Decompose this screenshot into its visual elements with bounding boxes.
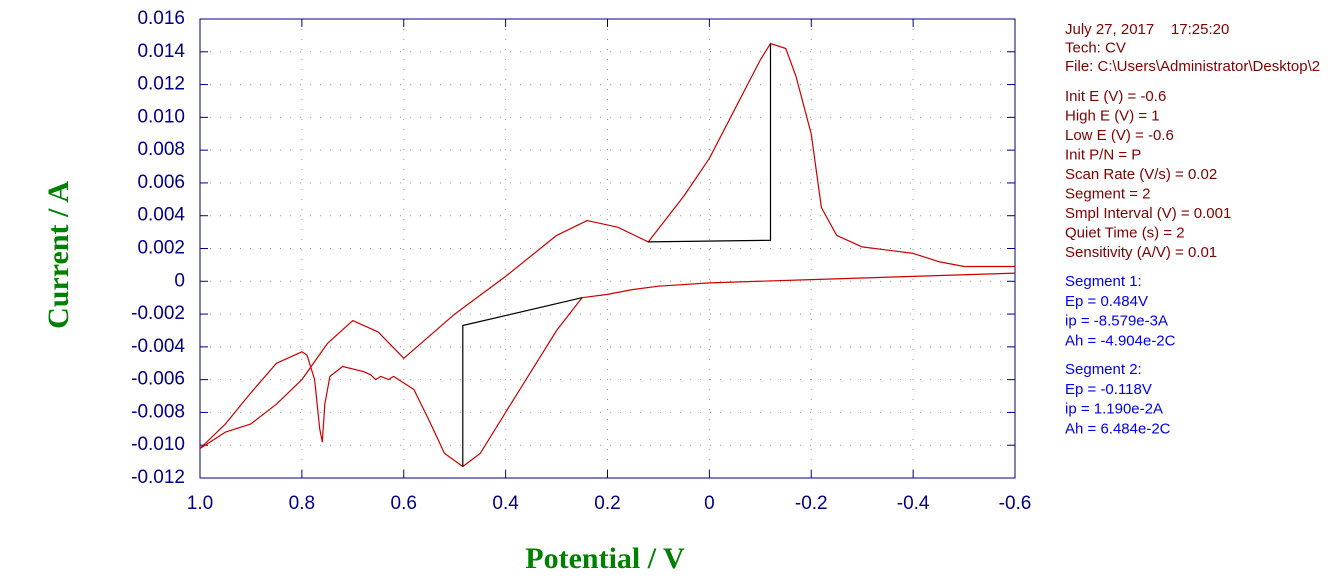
info-line: Init E (V) = -0.6 — [1065, 88, 1166, 105]
info-line: High E (V) = 1 — [1065, 107, 1160, 124]
y-tick-label: -0.004 — [131, 336, 185, 357]
y-tick-label: -0.002 — [131, 303, 185, 324]
curve — [462, 297, 583, 467]
info-line: Sensitivity (A/V) = 0.01 — [1065, 244, 1217, 261]
info-line: Ep = 0.484V — [1065, 293, 1148, 310]
curve — [199, 43, 1015, 450]
info-line: Ep = -0.118V — [1065, 381, 1152, 398]
info-line: Ah = 6.484e-2C — [1065, 420, 1171, 437]
info-line: ip = -8.579e-3A — [1065, 313, 1168, 330]
x-axis-label: Potential / V — [525, 542, 685, 575]
info-line: Low E (V) = -0.6 — [1065, 127, 1174, 144]
curve — [648, 43, 772, 243]
info-line: Ah = -4.904e-2C — [1065, 332, 1176, 349]
y-tick-label: 0.016 — [137, 8, 185, 29]
info-line: Init P/N = P — [1065, 146, 1141, 163]
x-tick-label: 0 — [704, 493, 715, 514]
y-tick-label: 0.006 — [137, 172, 185, 193]
plot-frame — [199, 18, 1016, 479]
y-tick-label: 0.008 — [137, 139, 185, 160]
info-line: Segment = 2 — [1065, 185, 1150, 202]
info-line: Quiet Time (s) = 2 — [1065, 224, 1185, 241]
y-tick-label: -0.008 — [131, 401, 185, 422]
x-tick-label: 0.6 — [391, 493, 417, 514]
y-tick-label: -0.012 — [131, 467, 185, 488]
y-tick-label: -0.006 — [131, 369, 185, 390]
y-tick-label: 0.010 — [137, 106, 185, 127]
x-tick-label: 0.2 — [594, 493, 620, 514]
x-tick-label: 0.4 — [492, 493, 519, 514]
y-tick-label: 0.012 — [137, 74, 185, 95]
info-line: July 27, 2017 17:25:20 — [1065, 21, 1229, 38]
x-tick-label: -0.6 — [999, 493, 1032, 514]
info-line: Segment 2: — [1065, 361, 1142, 378]
x-tick-label: 0.8 — [289, 493, 315, 514]
info-line: Tech: CV — [1065, 39, 1126, 56]
info-line: Segment 1: — [1065, 273, 1142, 290]
info-line: ip = 1.190e-2A — [1065, 401, 1163, 418]
x-tick-label: -0.2 — [795, 493, 828, 514]
x-tick-label: -0.4 — [897, 493, 930, 514]
info-line: Scan Rate (V/s) = 0.02 — [1065, 166, 1217, 183]
y-tick-label: 0.004 — [137, 205, 185, 226]
y-tick-label: 0 — [174, 270, 185, 291]
y-axis-label: Current / A — [42, 181, 75, 329]
y-tick-label: -0.010 — [131, 434, 185, 455]
y-tick-label: 0.014 — [137, 41, 185, 62]
x-tick-label: 1.0 — [187, 493, 213, 514]
info-line: Smpl Interval (V) = 0.001 — [1065, 205, 1231, 222]
info-line: File: C:\Users\Administrator\Desktop\2 — [1065, 58, 1320, 75]
y-tick-label: 0.002 — [137, 238, 185, 259]
